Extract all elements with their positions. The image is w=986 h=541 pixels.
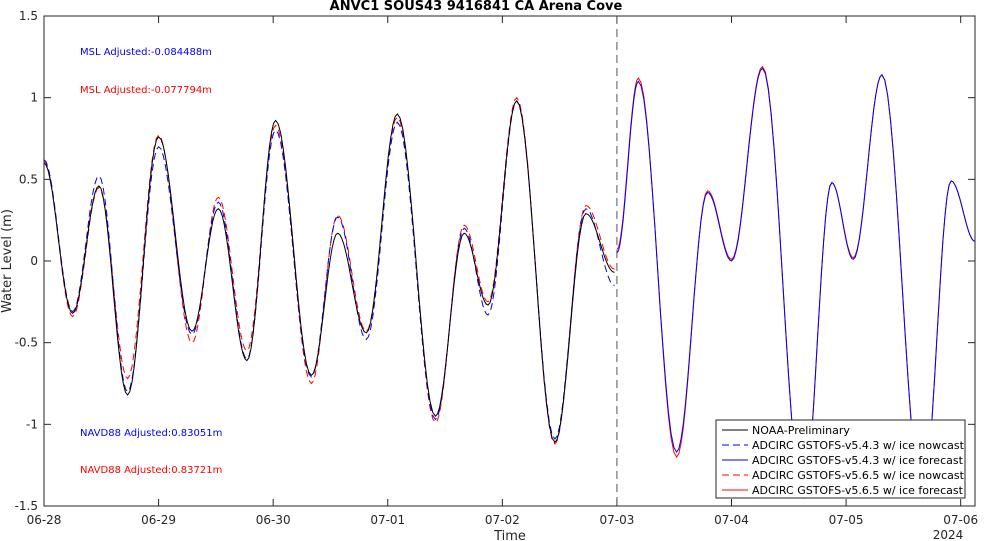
x-tick-label: 07-06 (943, 513, 978, 527)
x-tick-label: 07-04 (714, 513, 749, 527)
msl-adjusted-label-blue: MSL Adjusted:-0.084488m (80, 47, 212, 58)
y-tick-label: -1 (26, 417, 38, 431)
x-axis-label: Time (493, 529, 526, 541)
y-tick-label: 0 (30, 254, 38, 268)
y-tick-label: 0.5 (19, 172, 38, 186)
x-tick-label: 06-29 (141, 513, 176, 527)
series-line-0 (43, 100, 615, 444)
x-tick-label: 07-01 (370, 513, 405, 527)
legend-label-1: ADCIRC GSTOFS-v5.4.3 w/ ice nowcast (752, 439, 965, 452)
navd88-adjusted-label-blue: NAVD88 Adjusted:0.83051m (80, 428, 222, 439)
legend-label-4: ADCIRC GSTOFS-v5.6.5 w/ ice forecast (752, 484, 964, 497)
legend: NOAA-Preliminary ADCIRC GSTOFS-v5.4.3 w/ … (715, 419, 966, 499)
x-tick-label: 06-28 (27, 513, 62, 527)
navd88-adjusted-label-red: NAVD88 Adjusted:0.83721m (80, 465, 222, 476)
y-tick-label: -0.5 (15, 336, 38, 350)
chart-title: ANVC1 SOUS43 9416841 CA Arena Cove (330, 0, 623, 14)
x-tick-labels: 06-28 06-29 06-30 07-01 07-02 07-03 07-04 07-05… (27, 513, 979, 527)
y-tick-label: 1.5 (19, 9, 38, 23)
legend-label-3: ADCIRC GSTOFS-v5.6.5 w/ ice nowcast (752, 469, 965, 482)
y-tick-label: 1 (30, 91, 38, 105)
y-tick-label: -1.5 (15, 499, 38, 513)
legend-label-2: ADCIRC GSTOFS-v5.4.3 w/ ice forecast (752, 454, 964, 467)
year-label: 2024 (933, 528, 964, 541)
legend-label-0: NOAA-Preliminary (752, 424, 850, 437)
series-line-3 (43, 96, 615, 445)
y-tick-labels: -1.5 -1 -0.5 0 0.5 1 1.5 (15, 9, 38, 513)
x-tick-label: 07-05 (829, 513, 864, 527)
x-tick-label: 07-03 (599, 513, 634, 527)
x-tick-label: 07-02 (485, 513, 520, 527)
y-axis-label: Water Level (m) (0, 209, 15, 313)
x-tick-label: 06-30 (256, 513, 291, 527)
plot-frame (43, 15, 976, 507)
legend-box (715, 419, 966, 499)
msl-adjusted-label-red: MSL Adjusted:-0.077794m (80, 85, 212, 96)
